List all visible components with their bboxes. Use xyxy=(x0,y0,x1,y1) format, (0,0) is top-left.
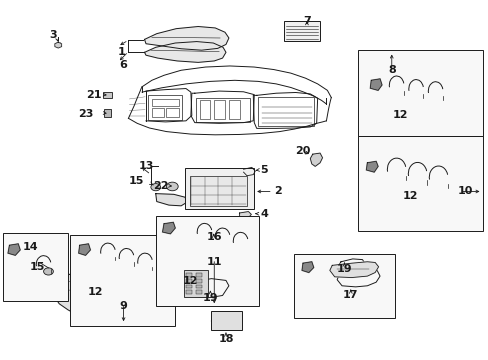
Text: 12: 12 xyxy=(88,287,103,297)
Bar xyxy=(204,234,223,242)
Polygon shape xyxy=(239,212,251,218)
Text: 2: 2 xyxy=(273,186,281,197)
Bar xyxy=(3,233,68,301)
Text: 18: 18 xyxy=(218,333,233,343)
Bar xyxy=(103,92,112,98)
Polygon shape xyxy=(8,244,20,255)
Bar xyxy=(258,97,314,126)
Polygon shape xyxy=(336,270,379,287)
Bar xyxy=(156,216,259,306)
Bar xyxy=(185,291,192,294)
Bar xyxy=(228,100,239,119)
Text: 6: 6 xyxy=(120,60,127,70)
Bar xyxy=(185,273,192,277)
Bar xyxy=(152,108,163,117)
Text: 5: 5 xyxy=(260,165,267,175)
Polygon shape xyxy=(191,279,228,298)
Bar xyxy=(184,168,254,210)
Text: 11: 11 xyxy=(206,257,222,267)
Text: 17: 17 xyxy=(343,291,358,301)
Polygon shape xyxy=(144,27,228,50)
Bar xyxy=(195,273,202,277)
Bar xyxy=(211,311,241,330)
Bar xyxy=(185,279,192,283)
Polygon shape xyxy=(156,194,186,206)
Polygon shape xyxy=(329,262,378,278)
Bar xyxy=(195,291,202,294)
Polygon shape xyxy=(53,271,92,315)
Bar xyxy=(189,176,247,206)
Bar xyxy=(284,21,319,41)
Text: 10: 10 xyxy=(456,186,471,197)
Text: 13: 13 xyxy=(138,161,153,171)
Polygon shape xyxy=(310,153,322,166)
Bar xyxy=(357,50,483,136)
Bar xyxy=(199,100,210,119)
Polygon shape xyxy=(162,222,175,234)
Bar xyxy=(166,108,178,117)
Bar xyxy=(185,285,192,288)
Bar xyxy=(195,98,250,122)
Text: 15: 15 xyxy=(29,262,45,272)
Bar xyxy=(70,234,175,326)
Text: 20: 20 xyxy=(295,146,310,156)
Text: 14: 14 xyxy=(23,242,39,252)
Text: 3: 3 xyxy=(49,30,57,40)
Text: 22: 22 xyxy=(153,181,168,191)
Bar xyxy=(357,136,483,231)
Text: 4: 4 xyxy=(260,209,267,219)
Bar xyxy=(104,109,111,117)
Text: 19: 19 xyxy=(336,264,351,274)
Text: 12: 12 xyxy=(392,111,407,121)
Text: 15: 15 xyxy=(128,176,143,186)
Bar xyxy=(183,270,207,297)
Polygon shape xyxy=(369,79,381,90)
Text: 7: 7 xyxy=(303,17,310,27)
Text: 12: 12 xyxy=(402,191,417,201)
Bar xyxy=(195,279,202,283)
Bar xyxy=(214,100,224,119)
Bar xyxy=(152,99,178,107)
Text: 12: 12 xyxy=(183,276,198,286)
Polygon shape xyxy=(337,259,365,272)
Bar xyxy=(294,253,394,318)
Polygon shape xyxy=(55,42,61,48)
Circle shape xyxy=(151,184,160,191)
Text: 8: 8 xyxy=(387,64,395,75)
Circle shape xyxy=(166,182,178,191)
Polygon shape xyxy=(243,167,255,176)
Bar xyxy=(195,285,202,288)
Text: 21: 21 xyxy=(86,90,102,100)
Polygon shape xyxy=(144,41,225,62)
Text: 1: 1 xyxy=(118,46,125,57)
Text: 16: 16 xyxy=(206,232,222,242)
Text: 23: 23 xyxy=(78,109,94,119)
Polygon shape xyxy=(79,244,90,255)
Polygon shape xyxy=(302,262,313,273)
Text: 19: 19 xyxy=(202,293,218,303)
Text: 9: 9 xyxy=(120,301,127,311)
Polygon shape xyxy=(366,161,377,172)
Bar xyxy=(148,95,181,120)
Circle shape xyxy=(43,268,53,275)
